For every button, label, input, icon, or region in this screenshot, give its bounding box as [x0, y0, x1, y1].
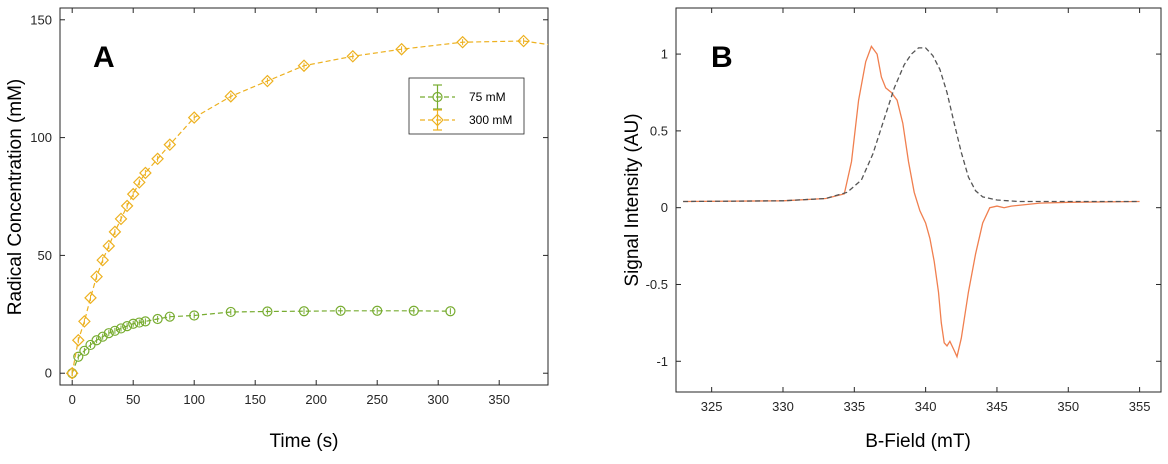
data-point-300mm	[120, 199, 134, 213]
panel-a-x-tick-label: 50	[126, 392, 140, 407]
data-point-75mm	[335, 305, 346, 316]
panel-b-x-tick-label: 330	[772, 399, 794, 414]
panel-a-x-axis-label: Time (s)	[270, 431, 339, 452]
panel-a-x-tick-label: 200	[305, 392, 327, 407]
panel-b-x-tick-label: 325	[701, 399, 723, 414]
data-point-300mm	[346, 49, 360, 63]
data-point-300mm	[261, 74, 274, 88]
data-point-75mm	[408, 305, 419, 316]
data-point-300mm	[163, 138, 177, 152]
panel-a-x-tick-label: 350	[488, 392, 510, 407]
data-point-75mm	[109, 325, 121, 336]
data-point-300mm	[71, 333, 85, 347]
data-point-300mm	[126, 187, 140, 201]
data-point-75mm	[445, 306, 456, 317]
data-point-75mm	[115, 323, 127, 334]
data-point-300mm	[139, 166, 152, 180]
panel-a-y-tick-label: 100	[30, 130, 52, 145]
data-point-300mm	[395, 42, 408, 56]
data-point-300mm	[78, 315, 91, 328]
panel-a-label: A	[93, 41, 115, 74]
panel-b-y-axis-label: Signal Intensity (AU)	[622, 113, 643, 286]
data-point-300mm	[517, 34, 530, 48]
data-point-75mm	[372, 305, 383, 316]
panel-b-y-tick-label: 0	[661, 200, 668, 215]
data-point-75mm	[140, 316, 151, 327]
data-point-300mm	[456, 35, 469, 49]
data-point-300mm	[84, 291, 97, 305]
panel-a-x-tick-label: 150	[244, 392, 266, 407]
panel-a-x-tick-label: 300	[427, 392, 449, 407]
legend-marker-75mm	[420, 84, 455, 110]
legend-marker-300mm	[420, 109, 455, 131]
panel-b-x-tick-label: 335	[843, 399, 865, 414]
panel-b-x-tick-label: 350	[1057, 399, 1079, 414]
data-point-75mm	[121, 320, 133, 332]
panel-a-x-tick-label: 250	[366, 392, 388, 407]
data-point-300mm	[65, 366, 79, 380]
data-point-300mm	[187, 111, 201, 124]
panel-b-x-tick-label: 345	[986, 399, 1008, 414]
spectrum-solid-line	[683, 45, 1140, 359]
data-point-75mm	[79, 345, 90, 356]
panel-b-x-axis-label: B-Field (mT)	[865, 431, 971, 452]
data-point-75mm	[73, 351, 84, 362]
data-point-300mm	[108, 225, 122, 239]
data-point-75mm	[189, 310, 200, 321]
data-point-75mm	[152, 313, 163, 325]
panel-a-y-tick-label: 150	[30, 12, 52, 27]
data-point-75mm	[298, 306, 310, 317]
data-point-300mm	[96, 253, 110, 267]
data-point-300mm	[151, 152, 164, 166]
panel-b-y-tick-label: -1	[656, 354, 668, 369]
data-point-75mm	[225, 306, 236, 318]
data-point-75mm	[103, 328, 114, 339]
data-point-75mm	[134, 317, 145, 328]
data-point-300mm	[297, 59, 311, 73]
data-point-75mm	[67, 368, 78, 379]
panel-b-y-tick-label: -0.5	[646, 277, 668, 292]
panel-a-y-tick-label: 50	[38, 248, 52, 263]
panel-a-x-tick-label: 100	[183, 392, 205, 407]
data-point-300mm	[132, 176, 146, 189]
data-point-75mm	[262, 306, 273, 317]
data-point-75mm	[97, 331, 108, 342]
series-line-300mm-extension	[523, 40, 549, 46]
panel-a-y-axis-label: Radical Concentration (mM)	[5, 79, 26, 316]
data-point-75mm	[164, 311, 175, 322]
data-point-300mm	[102, 239, 116, 253]
panel-a-legend: 75 mM 300 mM	[408, 77, 525, 135]
data-point-300mm	[90, 270, 103, 283]
panel-b-y-tick-label: 1	[661, 47, 668, 62]
panel-a-x-tick-label: 0	[69, 392, 76, 407]
panel-b-x-tick-label: 340	[915, 399, 937, 414]
data-point-300mm	[114, 212, 128, 226]
panel-b-label: B	[711, 41, 733, 74]
panel-b-x-tick-label: 355	[1129, 399, 1151, 414]
panel-b-plot-area	[675, 7, 1162, 393]
data-point-75mm	[128, 318, 139, 329]
legend-label-300mm: 300 mM	[469, 113, 512, 127]
data-point-300mm	[224, 90, 238, 103]
panel-a-y-tick-label: 0	[45, 366, 52, 381]
panel-b-y-tick-label: 0.5	[650, 123, 668, 138]
data-point-75mm	[91, 335, 102, 346]
spectrum-dashed-line	[683, 47, 1140, 203]
legend-label-75mm: 75 mM	[469, 90, 506, 104]
